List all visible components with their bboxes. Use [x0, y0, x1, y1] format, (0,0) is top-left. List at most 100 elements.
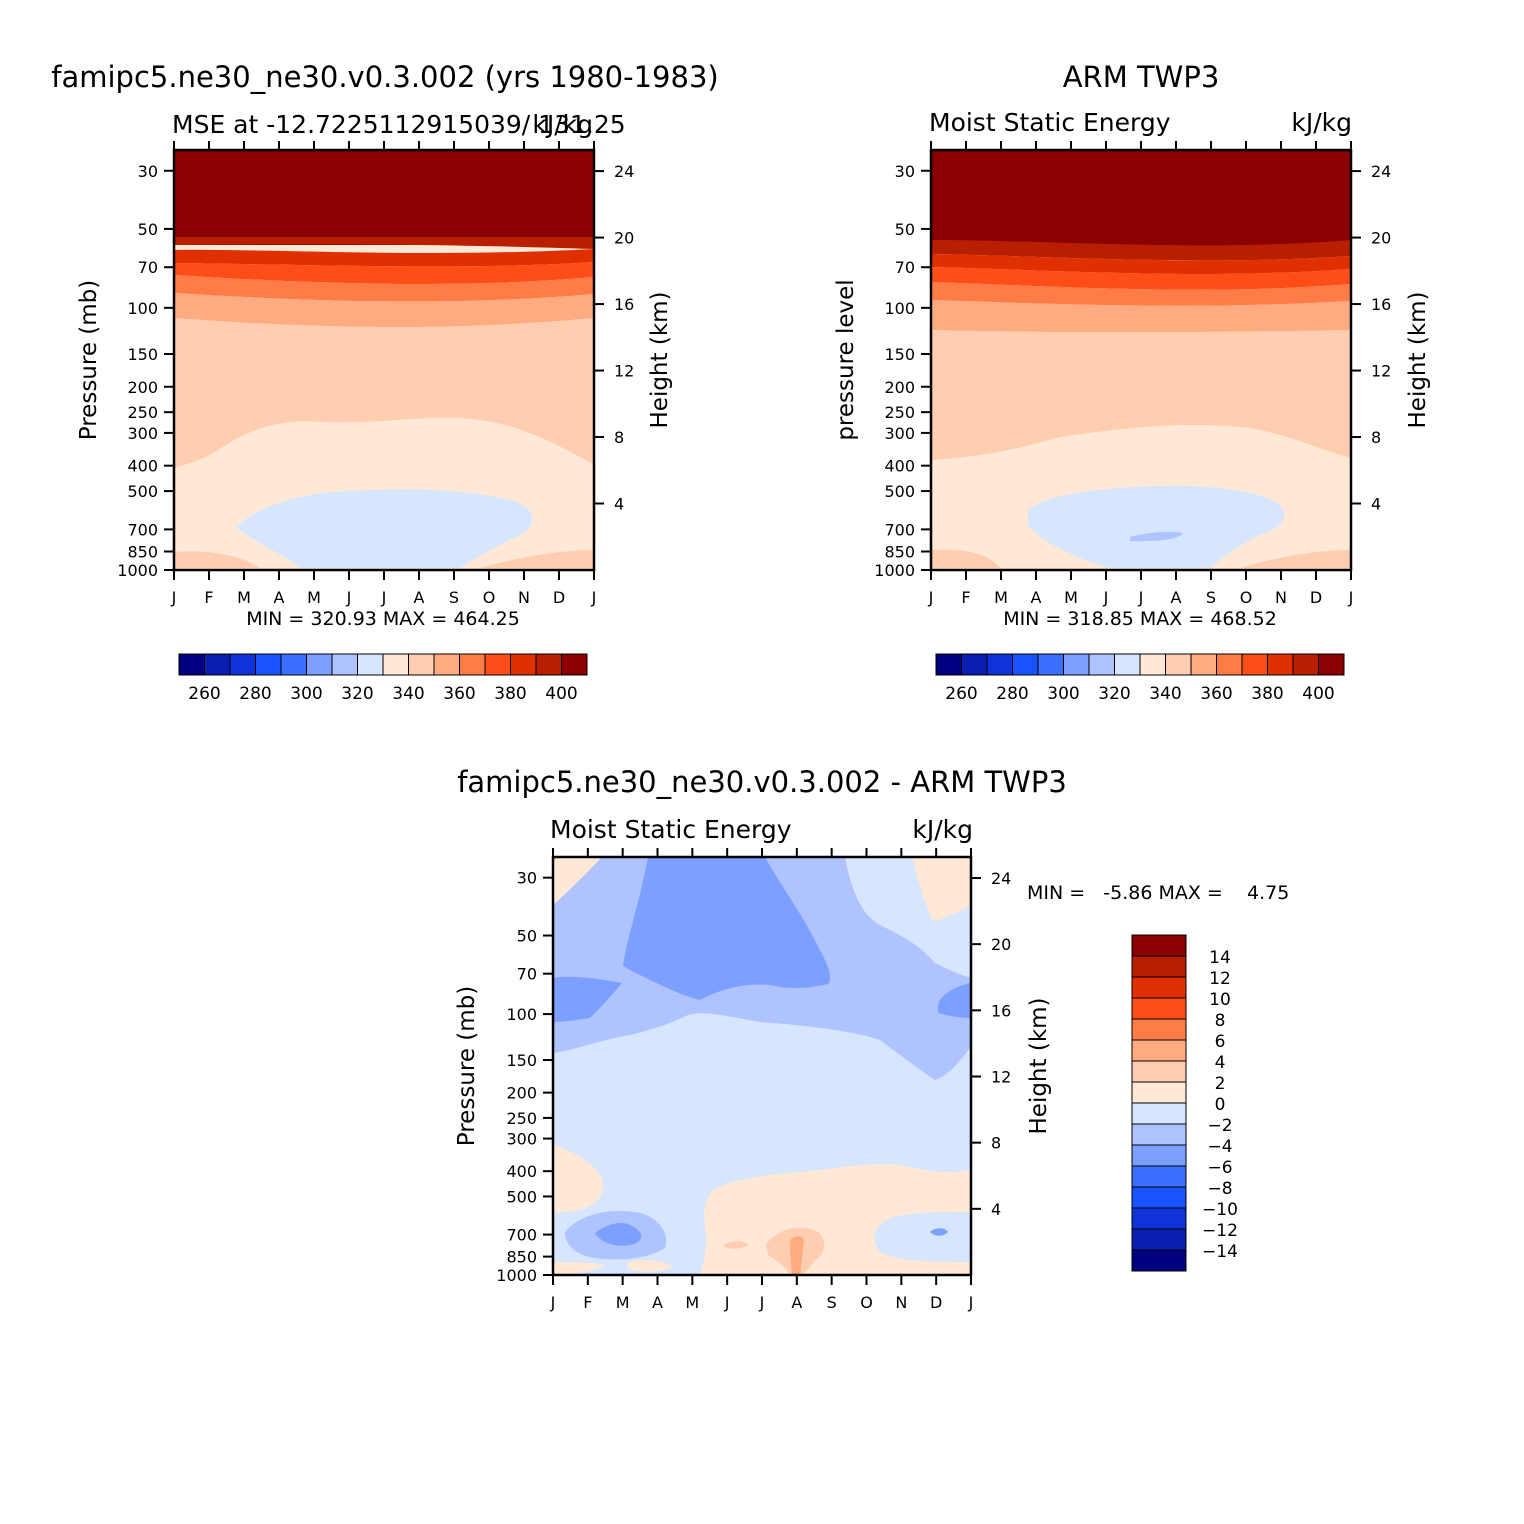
colorbar-swatch: [1037, 653, 1064, 676]
x-tick-label: J: [550, 1293, 556, 1312]
panel-obs: ARM TWP3 Moist Static Energy kJ/kg 30 50 7…: [833, 60, 1431, 704]
colorbar-swatch: [1292, 653, 1319, 676]
subtitle-left-obs: Moist Static Energy: [929, 108, 1171, 137]
y-right-tick-label: 16: [1371, 295, 1391, 314]
colorbar-swatch: [961, 653, 988, 676]
colorbar-swatch: [1131, 1123, 1187, 1146]
colorbar-swatch: [1131, 1018, 1187, 1041]
y-right-tick-label: 4: [991, 1200, 1001, 1219]
colorbar-swatch: [1131, 1207, 1187, 1230]
y-right-tick-label: 4: [1371, 495, 1381, 514]
y-tick-label: 70: [517, 965, 537, 984]
y-right-tick-label: 16: [614, 295, 634, 314]
band-0-2-top-right: [912, 857, 971, 921]
x-tick-label: J: [928, 588, 934, 607]
band-320-330: [1028, 485, 1284, 568]
y-tick-label: 700: [884, 520, 915, 539]
y-tick-label: 850: [506, 1248, 537, 1267]
x-tick-label: F: [961, 588, 970, 607]
x-tick-label: O: [483, 588, 496, 607]
x-tick-label: M: [616, 1293, 630, 1312]
y-tick-label: 500: [506, 1187, 537, 1206]
colorbar-swatch: [1063, 653, 1090, 676]
x-tick-label: A: [414, 588, 425, 607]
x-tick-label: O: [1240, 588, 1253, 607]
band-0-2-surface-left: [553, 1262, 605, 1274]
colorbar-swatch: [1131, 1144, 1187, 1167]
chart-title-diff: famipc5.ne30_ne30.v0.3.002 - ARM TWP3: [457, 765, 1067, 799]
band-320-330: [236, 489, 533, 568]
band-0-2-surface-mid: [628, 1259, 672, 1272]
y-tick-label: 100: [506, 1005, 537, 1024]
x-tick-label: M: [307, 588, 321, 607]
band-neg6-neg4-right: [937, 983, 971, 1018]
subtitle-left-model: MSE at -12.7225112915039/ 131.25: [172, 110, 626, 139]
min-max-diff: MIN = -5.86 MAX = 4.75: [1027, 882, 1289, 904]
band-380-390: [174, 249, 594, 267]
colorbar-label: −8: [1207, 1179, 1232, 1199]
colorbar-label: −2: [1207, 1116, 1232, 1136]
colorbar-label: 320: [1098, 684, 1130, 704]
plot-area-model: [172, 148, 596, 572]
colorbar-label: 14: [1209, 948, 1231, 968]
colorbar-swatch: [229, 653, 256, 676]
colorbar-swatch: [459, 653, 486, 676]
colorbar-label: 380: [494, 684, 526, 704]
colorbar-swatch: [1131, 1186, 1187, 1209]
chart-title-obs: ARM TWP3: [1063, 60, 1220, 94]
y-tick-label: 1000: [496, 1266, 537, 1285]
colorbar-label: −12: [1202, 1221, 1238, 1241]
x-tick-label: M: [994, 588, 1008, 607]
band-neg6-neg4-lower: [595, 1222, 642, 1246]
colorbar-swatch: [255, 653, 282, 676]
x-tick-label: J: [171, 588, 177, 607]
y-axis-right-label-diff: Height (km): [1026, 997, 1052, 1134]
colorbar-label: 340: [1149, 684, 1181, 704]
y-right-tick-label: 4: [614, 495, 624, 514]
y-right-tick-label: 24: [614, 162, 634, 181]
colorbar-label: 340: [392, 684, 424, 704]
band-370-380: [931, 267, 1351, 290]
colorbar-swatch: [1131, 997, 1187, 1020]
x-tick-label: J: [759, 1293, 765, 1312]
band-390-400: [174, 237, 594, 249]
min-max-obs: MIN = 318.85 MAX = 468.52: [1003, 608, 1277, 630]
band-390-400: [931, 240, 1351, 261]
colorbar-label: −10: [1202, 1200, 1238, 1220]
band-370-380: [174, 262, 594, 284]
band-4-6-aug: [790, 1236, 804, 1275]
x-tick-label: A: [274, 588, 285, 607]
colorbar-swatch: [535, 653, 562, 676]
band-310-320: [1130, 531, 1183, 542]
x-tick-label: N: [1275, 588, 1287, 607]
colorbar-label: 280: [239, 684, 271, 704]
y-tick-label: 150: [127, 345, 158, 364]
x-tick-label: J: [1138, 588, 1144, 607]
colorbar-label: 12: [1209, 969, 1231, 989]
band-340-350: [931, 330, 1351, 460]
colorbar-swatch: [1131, 1081, 1187, 1104]
x-tick-label: J: [1348, 588, 1354, 607]
colorbar-swatch: [1216, 653, 1243, 676]
colorbar-label: 360: [443, 684, 475, 704]
colorbar-swatch: [1267, 653, 1294, 676]
band-above-400: [174, 150, 594, 245]
colorbar-label: 4: [1215, 1053, 1226, 1073]
colorbar-swatch: [280, 653, 307, 676]
x-tick-label: M: [1064, 588, 1078, 607]
y-axis-right-label-obs: Height (km): [1405, 291, 1431, 428]
y-right-tick-label: 16: [991, 1001, 1011, 1020]
colorbar-swatch: [1131, 1039, 1187, 1062]
colorbar-label: 260: [945, 684, 977, 704]
x-tick-label: A: [652, 1293, 663, 1312]
y-tick-label: 300: [506, 1130, 537, 1149]
y-right-tick-label: 20: [991, 935, 1011, 954]
colorbar-obs: 260 280 300 320 340 360 380 400: [935, 653, 1345, 704]
min-max-model: MIN = 320.93 MAX = 464.25: [246, 608, 520, 630]
y-tick-label: 500: [127, 482, 158, 501]
colorbar-swatch: [561, 653, 588, 676]
